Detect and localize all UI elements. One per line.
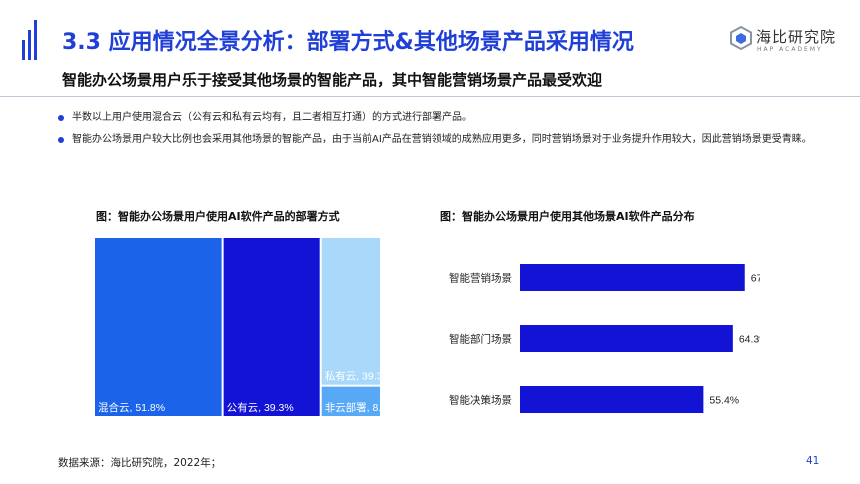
bar-value-label: 64.3% <box>739 334 760 346</box>
bullet-text: 智能办公场景用户较大比例也会采用其他场景的智能产品，由于当前AI产品在营销领域的… <box>72 134 812 145</box>
deployment-chart-title: 图：智能办公场景用户使用AI软件产品的部署方式 <box>96 210 340 223</box>
title-decoration <box>22 20 44 60</box>
logo-icon <box>730 26 752 50</box>
hybrid-cloud-block <box>95 238 222 416</box>
public-cloud-label: 公有云, 39.3% <box>227 401 294 414</box>
data-source: 数据来源：海比研究院，2022年； <box>58 457 222 469</box>
divider <box>0 96 860 97</box>
bullet-text: 半数以上用户使用混合云（公有云和私有云均有，且二者相互打通）的方式进行部署产品。 <box>72 112 472 123</box>
non-cloud-label: 非云部署, 8.4% <box>325 401 380 414</box>
logo: 海比研究院 HAP ACADEMY <box>730 22 840 58</box>
scenario-chart-title: 图：智能办公场景用户使用其他场景AI软件产品分布 <box>440 210 695 223</box>
bar <box>520 264 745 291</box>
bar-category-label: 智能部门场景 <box>449 333 512 346</box>
private-cloud-label: 私有云, 39.3% <box>325 370 380 383</box>
bar <box>520 325 733 352</box>
bullet-list: 半数以上用户使用混合云（公有云和私有云均有，且二者相互打通）的方式进行部署产品。… <box>58 108 818 152</box>
bar-category-label: 智能营销场景 <box>449 272 512 285</box>
bar-value-label: 55.4% <box>709 395 739 407</box>
bullet-item: 智能办公场景用户较大比例也会采用其他场景的智能产品，由于当前AI产品在营销领域的… <box>58 130 818 150</box>
page-title: 3.3 应用情况全景分析：部署方式&其他场景产品采用情况 <box>62 30 634 55</box>
section-subtitle: 智能办公场景用户乐于接受其他场景的智能产品，其中智能营销场景产品最受欢迎 <box>62 71 603 89</box>
bullet-dot-icon <box>58 137 64 143</box>
deployment-mekko-chart: 混合云, 51.8% 公有云, 39.3% 私有云, 39.3% 非云部署, 8.4% <box>95 238 380 416</box>
logo-subtitle: HAP ACADEMY <box>757 46 823 53</box>
bar <box>520 386 704 413</box>
logo-name: 海比研究院 <box>756 28 837 46</box>
non-cloud-block <box>321 386 380 416</box>
bar-value-label: 67.9% <box>751 273 760 285</box>
public-cloud-block <box>223 238 320 416</box>
bar-category-label: 智能决策场景 <box>449 394 512 407</box>
hybrid-cloud-label: 混合云, 51.8% <box>98 401 165 414</box>
private-cloud-block <box>321 238 380 385</box>
bullet-dot-icon <box>58 115 64 121</box>
scenario-bar-chart: 智能营销场景 67.9% 智能部门场景 64.3% 智能决策场景 55.4% <box>449 264 760 413</box>
bullet-item: 半数以上用户使用混合云（公有云和私有云均有，且二者相互打通）的方式进行部署产品。 <box>58 108 818 128</box>
page-number: 41 <box>806 455 820 467</box>
